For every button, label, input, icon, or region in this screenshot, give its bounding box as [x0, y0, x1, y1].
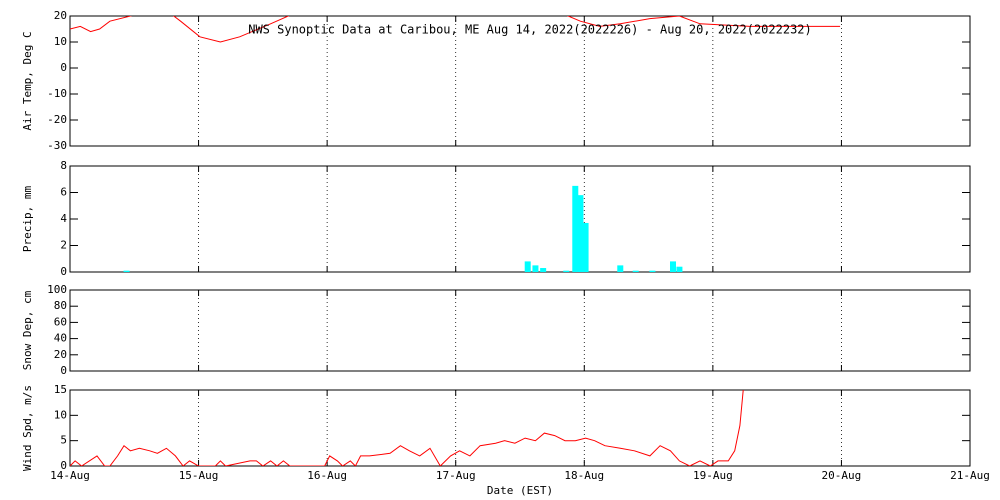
y-tick-label: -10 [47, 87, 67, 100]
bar [572, 185, 579, 272]
bar [532, 265, 539, 272]
x-tick-label: 15-Aug [179, 469, 219, 482]
x-tick-label: 18-Aug [564, 469, 604, 482]
y-tick-label: 4 [60, 212, 67, 225]
y-tick-label: 15 [54, 383, 67, 396]
y-tick-label: 60 [54, 315, 67, 328]
bar [649, 270, 656, 272]
bar [540, 268, 547, 272]
y-tick-label: 80 [54, 299, 67, 312]
bar [577, 195, 584, 272]
x-tick-label: 20-Aug [822, 469, 862, 482]
y-tick-label: 0 [60, 265, 67, 278]
plot-frame [69, 165, 971, 273]
x-tick-label: 21-Aug [950, 469, 990, 482]
y-tick-label: 0 [60, 61, 67, 74]
bar [676, 266, 683, 272]
bar [563, 270, 570, 272]
y-tick-label: -30 [47, 139, 67, 152]
y-tick-label: -20 [47, 113, 67, 126]
y-axis-label: Air Temp, Deg C [21, 31, 34, 130]
bar [524, 261, 531, 272]
y-tick-label: 20 [54, 9, 67, 22]
data-line [70, 16, 841, 43]
bar [632, 270, 639, 272]
plot-frame [69, 15, 971, 147]
bar [617, 265, 624, 272]
y-axis-label: Precip, mm [21, 186, 34, 253]
y-tick-label: 8 [60, 159, 67, 172]
x-tick-label: 14-Aug [50, 469, 90, 482]
x-tick-label: 19-Aug [693, 469, 733, 482]
y-axis-label: Snow Dep, cm [21, 290, 34, 370]
y-tick-label: 20 [54, 348, 67, 361]
bar [582, 222, 589, 272]
x-axis-label: Date (EST) [487, 484, 553, 497]
y-tick-label: 2 [60, 239, 67, 252]
y-tick-label: 40 [54, 332, 67, 345]
chart-title: NWS Synoptic Data at Caribou, ME Aug 14,… [248, 23, 812, 37]
y-tick-label: 10 [54, 408, 67, 421]
data-line [70, 390, 744, 466]
y-tick-label: 6 [60, 186, 67, 199]
plot-frame [69, 389, 971, 467]
x-tick-label: 16-Aug [307, 469, 347, 482]
y-tick-label: 10 [54, 35, 67, 48]
y-tick-label: 5 [60, 434, 67, 447]
y-tick-label: 0 [60, 459, 67, 472]
plot-frame [69, 289, 971, 372]
y-tick-label: 0 [60, 364, 67, 377]
x-tick-label: 17-Aug [436, 469, 476, 482]
y-tick-label: 100 [47, 283, 67, 296]
y-axis-label: Wind Spd, m/s [21, 385, 34, 471]
bar [670, 261, 676, 272]
bar [123, 270, 130, 272]
